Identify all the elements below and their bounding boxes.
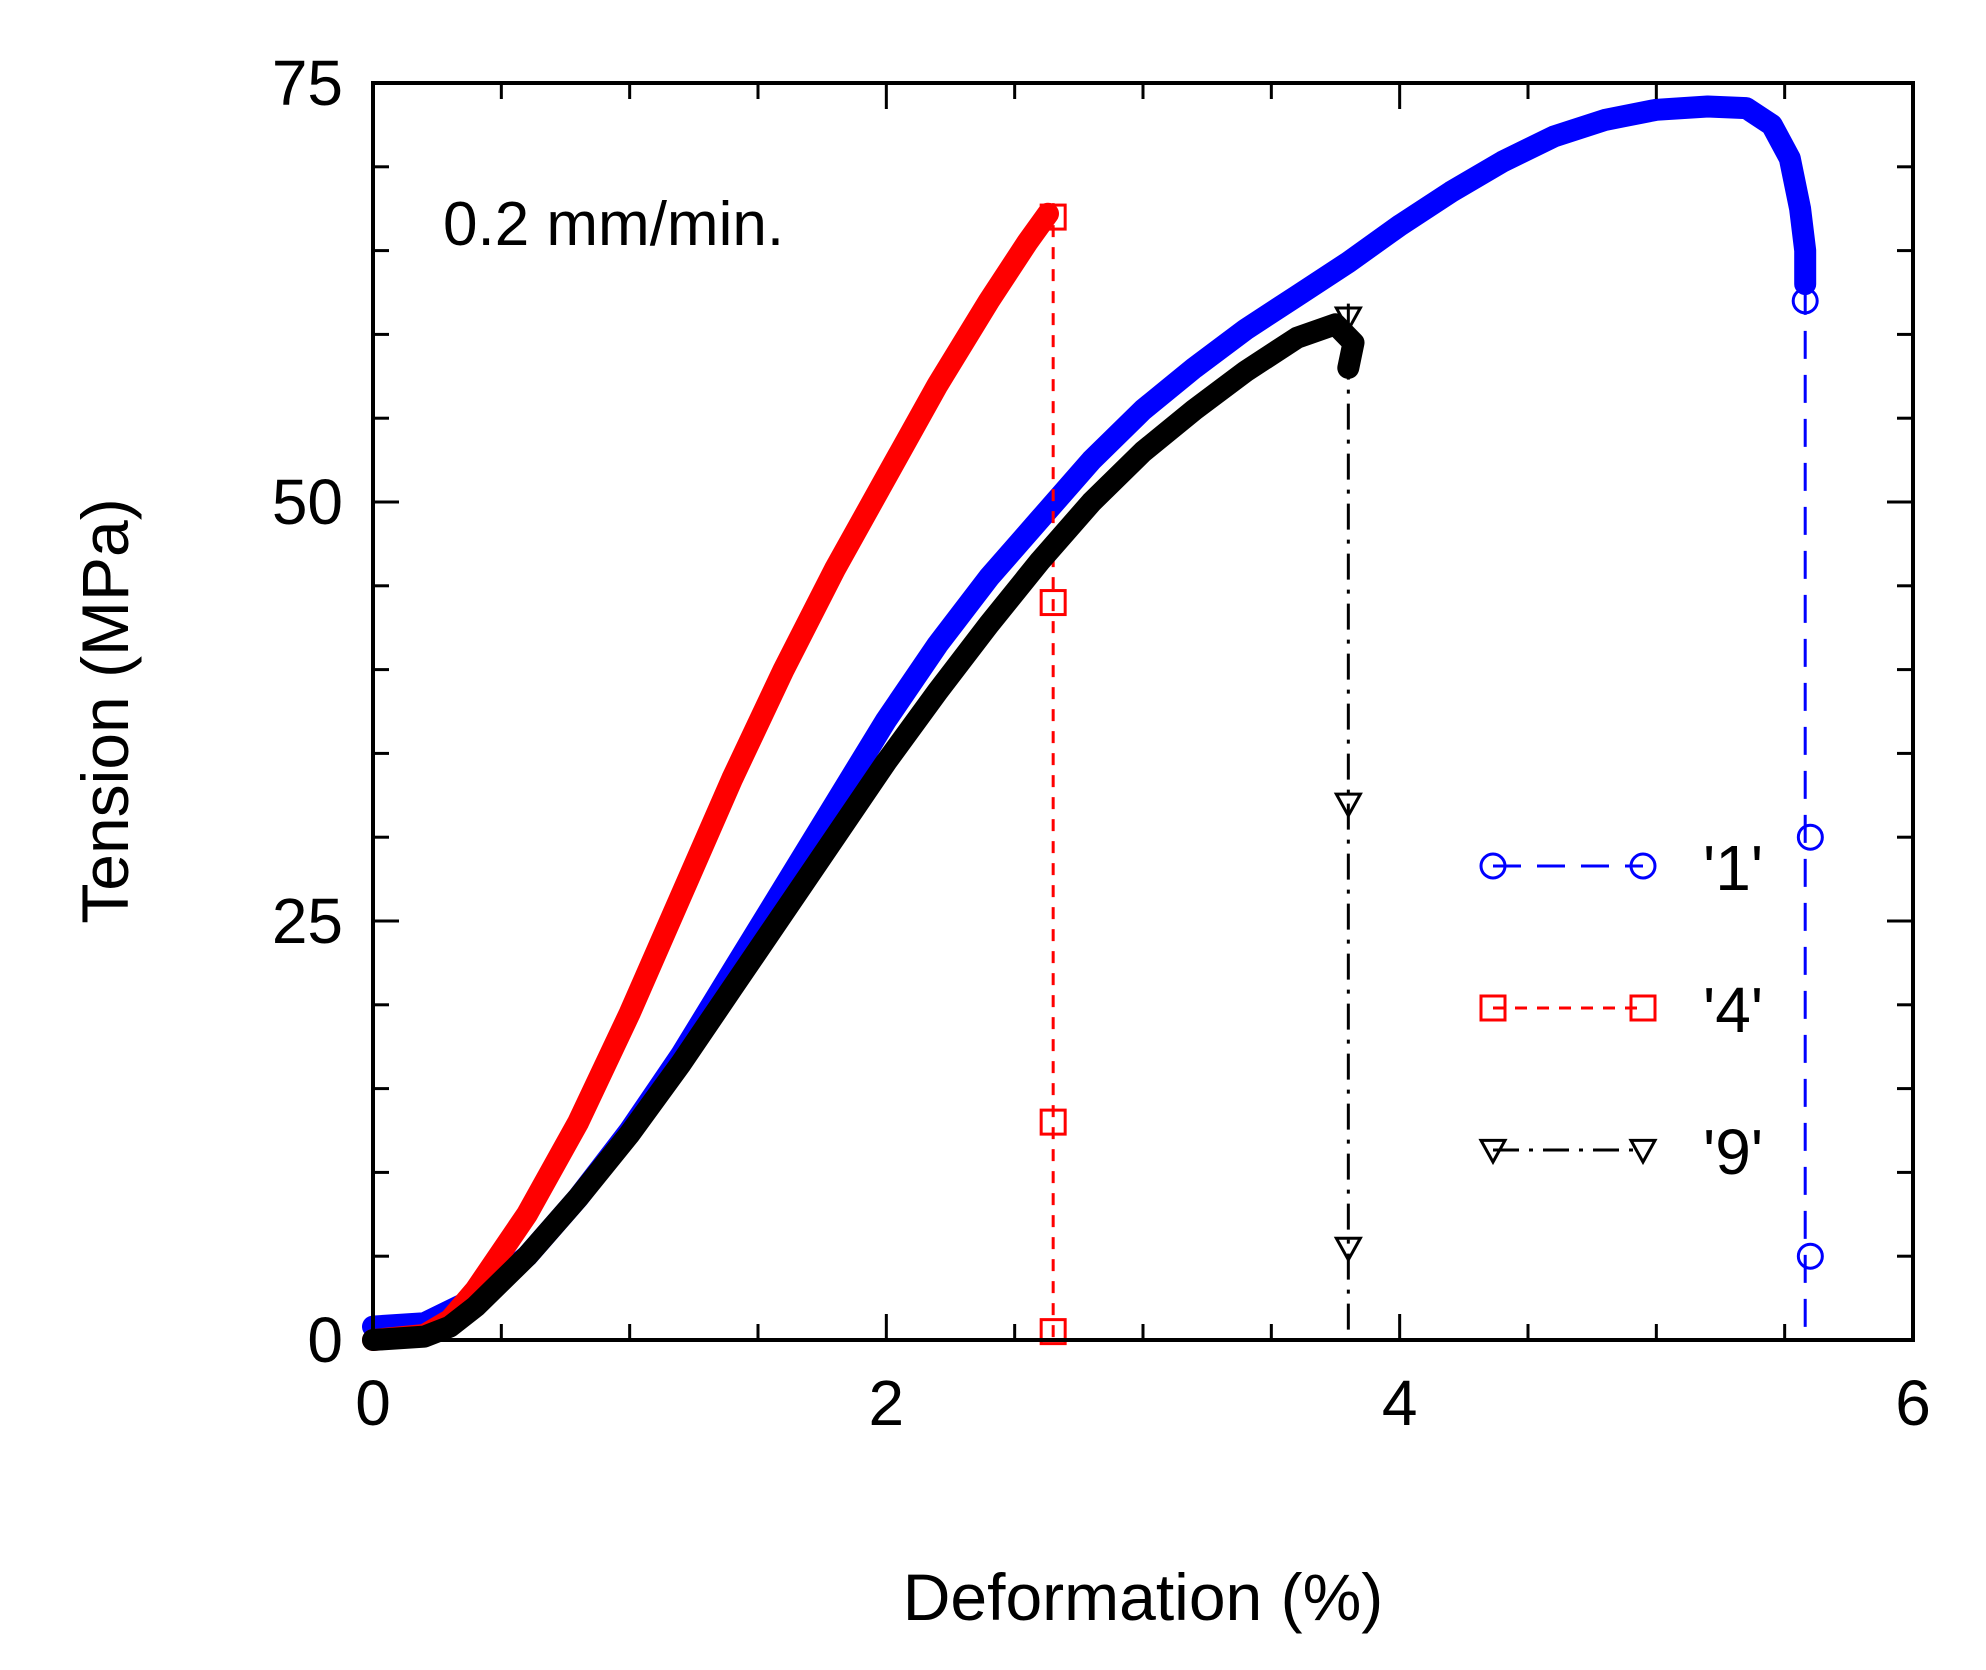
- ticks-layer: [371, 81, 1915, 1342]
- series-layer: [362, 95, 1824, 1351]
- series-marker-1: [1039, 1318, 1067, 1346]
- y-tick-label: 50: [272, 466, 343, 538]
- series-marker-0: [1791, 287, 1819, 315]
- series-marker-1: [1039, 1108, 1067, 1136]
- series-2: [362, 303, 1365, 1351]
- series-curve-2: [362, 313, 1365, 1351]
- x-tick-label: 0: [355, 1367, 391, 1439]
- series-marker-2: [1333, 792, 1363, 819]
- series-curve-0: [362, 95, 1817, 1338]
- legend-label-1: '4': [1703, 974, 1763, 1046]
- y-axis-title: Tension (MPa): [68, 498, 142, 924]
- x-axis-title: Deformation (%): [903, 1560, 1383, 1634]
- y-tick-label: 25: [272, 885, 343, 957]
- tick-labels-layer: 0 2 4 6 0 25 50 75: [272, 47, 1931, 1439]
- series-0: [362, 95, 1824, 1340]
- x-tick-label: 4: [1382, 1367, 1418, 1439]
- x-tick-label: 2: [869, 1367, 905, 1439]
- legend: '1' '4' '9': [1478, 832, 1763, 1188]
- legend-marker-0: [1629, 852, 1657, 880]
- legend-marker-2: [1628, 1138, 1658, 1166]
- series-marker-0: [1796, 823, 1824, 851]
- series-1: [362, 202, 1067, 1351]
- legend-marker-1: [1629, 994, 1657, 1022]
- legend-marker-2: [1478, 1138, 1508, 1166]
- legend-label-2: '9': [1703, 1116, 1763, 1188]
- series-marker-1: [1039, 203, 1067, 231]
- series-marker-2: [1333, 1236, 1363, 1263]
- legend-marker-1: [1479, 994, 1507, 1022]
- series-curve-1: [362, 202, 1059, 1351]
- series-marker-2: [1333, 306, 1363, 333]
- y-tick-label: 0: [307, 1304, 343, 1376]
- y-tick-label: 75: [272, 47, 343, 119]
- x-tick-label: 6: [1895, 1367, 1931, 1439]
- series-marker-0: [1796, 1242, 1824, 1270]
- legend-marker-0: [1479, 852, 1507, 880]
- series-marker-1: [1039, 589, 1067, 617]
- legend-label-0: '1': [1703, 832, 1763, 904]
- rate-annotation: 0.2 mm/min.: [443, 190, 784, 259]
